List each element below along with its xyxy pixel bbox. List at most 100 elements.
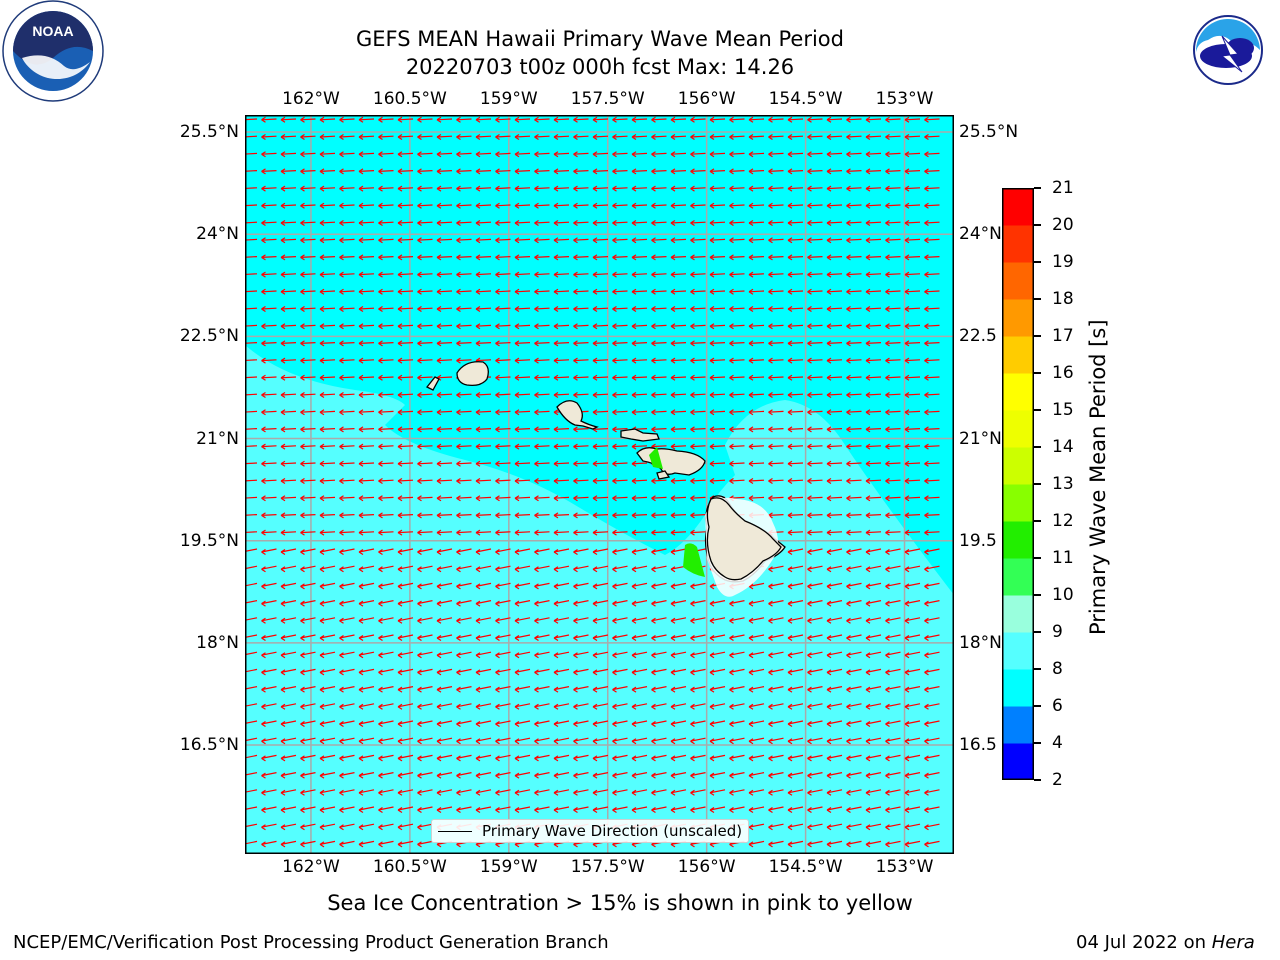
lon-tick-top: 162°W — [282, 89, 340, 109]
wave-arrow — [514, 477, 531, 485]
wave-arrow — [339, 460, 355, 467]
wave-arrow — [378, 617, 394, 624]
wave-arrow — [826, 651, 843, 659]
wave-arrow — [261, 823, 277, 831]
wave-arrow — [729, 703, 745, 710]
colorbar-tick-mark — [1034, 483, 1041, 485]
wave-arrow — [475, 443, 492, 450]
wave-arrow — [436, 565, 453, 573]
wave-arrow — [729, 202, 745, 209]
wave-arrow — [787, 529, 804, 536]
wave-arrow — [787, 237, 804, 244]
wave-arrow — [261, 737, 277, 745]
wave-arrow — [690, 323, 706, 330]
wave-arrow — [397, 789, 414, 796]
wave-arrow — [456, 288, 472, 295]
wave-arrow — [904, 617, 921, 624]
wave-arrow — [768, 340, 784, 347]
wave-arrow — [417, 323, 433, 330]
wave-arrow — [924, 185, 940, 192]
wave-arrow — [534, 651, 550, 659]
wave-arrow — [612, 703, 628, 710]
wave-arrow — [514, 305, 531, 313]
wave-arrow — [436, 202, 453, 209]
wave-arrow — [807, 116, 823, 123]
wave-arrow — [631, 357, 648, 364]
wave-arrow — [514, 271, 531, 278]
wave-arrow — [865, 271, 882, 278]
wave-arrow — [768, 116, 784, 123]
wave-arrow — [534, 254, 550, 261]
wave-arrow — [339, 582, 355, 590]
wave-arrow — [378, 840, 394, 848]
wave-arrow — [690, 202, 706, 209]
wave-arrow — [846, 254, 862, 261]
colorbar-segment — [1002, 410, 1034, 448]
wave-arrow — [807, 582, 823, 590]
wave-arrow — [885, 495, 901, 502]
wave-arrow — [358, 772, 375, 779]
wave-arrow — [729, 340, 745, 347]
wave-arrow — [573, 651, 589, 659]
wave-arrow — [319, 185, 336, 192]
wave-arrow — [495, 772, 511, 779]
wave-arrow — [768, 754, 784, 762]
wave-arrow — [280, 271, 297, 278]
wave-arrow — [261, 271, 277, 278]
wave-arrow — [475, 548, 492, 556]
wave-arrow — [319, 460, 336, 467]
wave-arrow — [748, 789, 765, 796]
wave-arrow — [456, 219, 472, 227]
wave-arrow — [787, 477, 804, 485]
wave-arrow — [417, 823, 433, 831]
wave-arrow — [417, 254, 433, 261]
wave-arrow — [885, 772, 901, 779]
island-molokai — [620, 428, 660, 442]
wave-arrow — [904, 840, 921, 848]
wave-arrow — [417, 443, 433, 450]
wave-arrow — [690, 391, 706, 399]
wave-arrow — [924, 823, 940, 831]
wave-arrow — [514, 737, 531, 745]
wave-arrow — [885, 720, 901, 728]
wave-arrow — [456, 737, 472, 745]
wave-arrow — [436, 600, 453, 607]
wave-arrow — [261, 460, 277, 467]
wave-arrow — [456, 686, 472, 693]
wave-arrow — [690, 185, 706, 192]
wave-arrow — [768, 617, 784, 624]
wave-arrow — [807, 495, 823, 502]
wave-arrow — [904, 168, 921, 175]
wave-arrow — [924, 529, 940, 536]
wave-arrow — [768, 582, 784, 590]
wave-arrow — [319, 634, 336, 642]
wave-arrow — [787, 443, 804, 450]
wave-arrow — [631, 374, 648, 381]
wave-arrow — [709, 600, 726, 607]
wave-arrow — [319, 582, 336, 590]
wave-arrow — [748, 495, 765, 502]
wave-arrow — [592, 582, 609, 590]
wave-arrow — [846, 737, 862, 745]
wave-arrow — [631, 512, 648, 519]
wave-arrow — [261, 617, 277, 624]
wave-arrow — [729, 600, 745, 607]
wave-arrow — [807, 548, 823, 556]
wave-arrow — [885, 254, 901, 261]
wave-arrow — [807, 391, 823, 399]
wave-arrow — [436, 323, 453, 330]
wave-arrow — [865, 651, 882, 659]
wave-arrow — [787, 495, 804, 502]
wave-arrow — [846, 651, 862, 659]
wave-arrow — [807, 357, 823, 364]
wave-arrow — [807, 789, 823, 796]
wave-arrow — [631, 409, 648, 416]
wave-arrow — [826, 305, 843, 313]
wave-arrow — [358, 565, 375, 573]
wave-arrow — [397, 600, 414, 607]
wave-arrow — [436, 409, 453, 416]
wave-arrow — [436, 548, 453, 556]
wave-arrow — [397, 409, 414, 416]
wave-arrow — [612, 237, 628, 244]
wave-arrow — [768, 168, 784, 175]
